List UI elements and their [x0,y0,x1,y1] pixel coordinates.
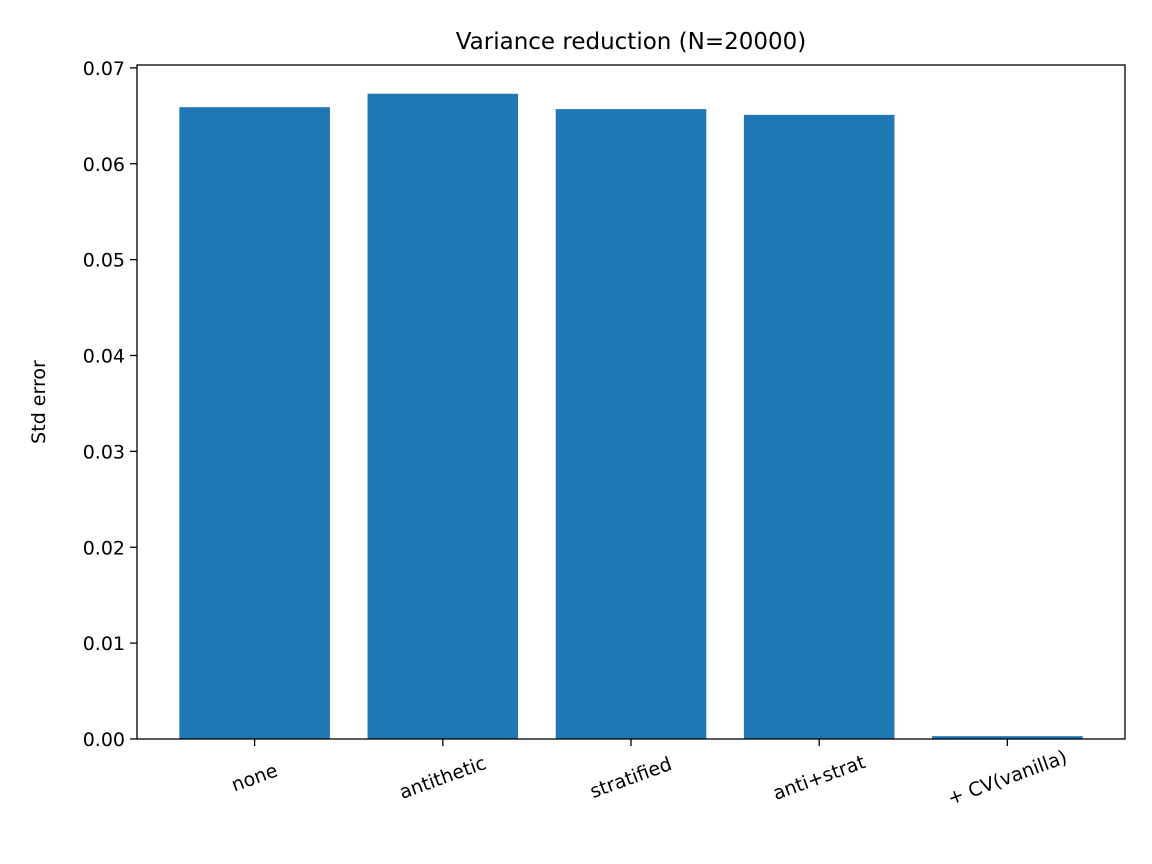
bar-cv-vanilla [932,736,1083,739]
bar-stratified [555,109,707,739]
y-axis: 0.00 0.01 0.02 0.03 0.04 0.05 0.06 0.07 [83,58,137,751]
y-tick-label: 0.01 [83,633,125,655]
y-axis-label: Std error [28,360,50,444]
y-tick-label: 0.00 [83,729,125,751]
bar-anti-strat [743,114,895,739]
y-tick-label: 0.03 [83,441,125,463]
bar-antithetic [367,93,519,739]
y-tick-label: 0.06 [83,154,125,176]
chart-title: Variance reduction (N=20000) [456,29,807,55]
y-tick-label: 0.05 [83,250,125,272]
y-tick-label: 0.07 [83,58,125,80]
y-tick-label: 0.04 [83,346,125,368]
y-tick-label: 0.02 [83,537,125,559]
bar-none [179,107,330,739]
bars-group [179,93,1083,739]
